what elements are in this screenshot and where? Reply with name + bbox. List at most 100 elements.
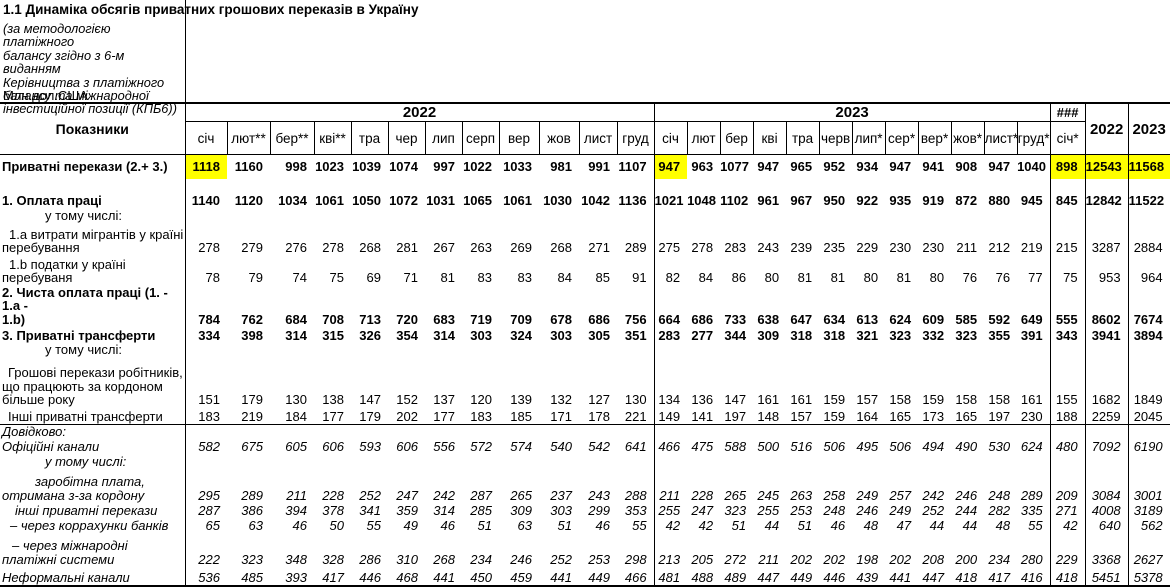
cell[interactable]: 245 [757,487,780,503]
year-group-2022[interactable]: 2022 [184,102,655,122]
cell[interactable]: 323 [955,327,978,343]
cell[interactable]: 248 [823,503,846,518]
cell[interactable]: 934 [856,158,879,174]
cell[interactable]: 289 [241,487,263,503]
cell[interactable]: 386 [241,503,263,518]
cell[interactable]: 120 [470,392,492,407]
cell[interactable] [579,343,617,358]
cell[interactable] [852,209,885,224]
cell[interactable]: 246 [955,487,978,503]
cell[interactable]: 202 [823,551,846,567]
cell[interactable] [687,343,720,358]
month-header-2022[interactable]: тра [350,121,389,155]
cell[interactable]: 51 [557,518,572,533]
cell[interactable]: 12842 [1085,192,1129,209]
cell[interactable]: 288 [617,469,655,503]
cell[interactable]: 683 [433,311,455,327]
cell[interactable]: 8602 [1085,285,1129,327]
cell[interactable]: 47 [896,518,912,533]
month-header-2023[interactable]: січ [653,121,688,155]
cell[interactable]: 3084 [1085,469,1129,503]
cell[interactable]: 81 [830,270,846,285]
row-label[interactable]: у тому числі: [0,454,186,469]
total-2023-header[interactable]: 2023 [1127,102,1170,155]
cell[interactable]: 624 [889,311,912,327]
cell[interactable] [687,179,720,193]
row-label[interactable]: 3. Приватні трансферти [0,327,186,343]
cell[interactable] [539,179,579,193]
cell[interactable]: 219 [1017,223,1051,256]
cell[interactable] [951,343,984,358]
cell[interactable]: 276 [285,240,307,255]
cell[interactable]: 314 [285,327,307,343]
cell[interactable] [351,343,388,358]
cell[interactable]: 359 [396,503,418,518]
cell[interactable] [462,424,499,440]
cell[interactable]: 253 [588,551,610,567]
cell[interactable]: 278 [691,240,714,255]
cell[interactable]: 945 [1017,192,1051,209]
cell[interactable]: 130 [285,392,307,407]
cell[interactable]: 83 [477,270,492,285]
cell[interactable] [951,209,984,224]
cell[interactable]: 6190 [1128,439,1170,455]
cell[interactable]: 328 [322,551,344,567]
cell[interactable] [499,209,539,224]
cell[interactable]: 237 [550,487,572,503]
cell[interactable]: 1682 [1085,357,1129,408]
row-label[interactable]: інші приватні перекази [0,503,186,518]
cell[interactable]: 151 [198,392,220,407]
cell[interactable]: 280 [1017,533,1051,567]
cell[interactable]: 164 [856,408,879,424]
cell[interactable]: 324 [510,327,532,343]
cell[interactable] [1050,343,1086,358]
month-header-2023[interactable]: сер* [884,121,919,155]
cell[interactable] [185,179,227,193]
cell[interactable] [984,455,1017,470]
cell[interactable]: 2884 [1128,223,1170,256]
cell[interactable] [819,343,852,358]
cell[interactable]: 1039 [352,158,381,174]
cell[interactable]: 355 [988,327,1011,343]
cell[interactable] [1085,424,1129,440]
cell[interactable]: 178 [588,408,610,424]
cell[interactable]: 647 [790,311,813,327]
cell[interactable] [819,179,852,193]
cell[interactable] [951,424,985,440]
cell[interactable]: 495 [856,439,879,454]
cell[interactable]: 872 [955,193,978,208]
cell[interactable]: 235 [823,240,846,255]
row-label[interactable]: у тому числі: [0,208,186,224]
cell[interactable]: 593 [359,439,381,454]
cell[interactable]: 200 [955,551,978,567]
cell[interactable] [185,455,227,470]
cell[interactable]: 161 [757,392,780,407]
cell[interactable]: 950 [823,193,846,208]
cell[interactable]: 158 [955,392,978,407]
cell[interactable]: 1048 [687,193,716,208]
cell[interactable]: 11522 [1128,192,1170,209]
cell[interactable]: 282 [988,503,1011,518]
cell[interactable]: 222 [198,551,220,567]
cell[interactable]: 278 [198,240,220,255]
cell[interactable] [1085,454,1129,469]
cell[interactable]: 555 [1050,285,1086,327]
row-label[interactable]: 1. Оплата праці [0,192,186,209]
cell[interactable]: 494 [922,439,945,454]
row-label[interactable]: – через коррахунки банків [0,518,186,533]
cell[interactable]: 3941 [1085,327,1129,343]
cell[interactable]: 919 [922,193,945,208]
cell[interactable] [499,179,539,193]
month-header-2022[interactable]: лют** [226,121,271,155]
cell[interactable]: 287 [198,503,220,518]
cell[interactable]: 947 [889,158,912,174]
year-group-2023[interactable]: 2023 [653,102,1051,122]
cell[interactable]: 177 [322,408,344,424]
cell[interactable]: 75 [1050,255,1086,286]
cell[interactable] [227,209,270,224]
cell[interactable]: 138 [322,392,344,407]
cell[interactable]: 141 [691,408,714,424]
row-label[interactable]: у тому числі: [0,343,186,358]
cell[interactable]: 255 [757,503,780,518]
indicators-header[interactable]: Показники [0,102,186,155]
